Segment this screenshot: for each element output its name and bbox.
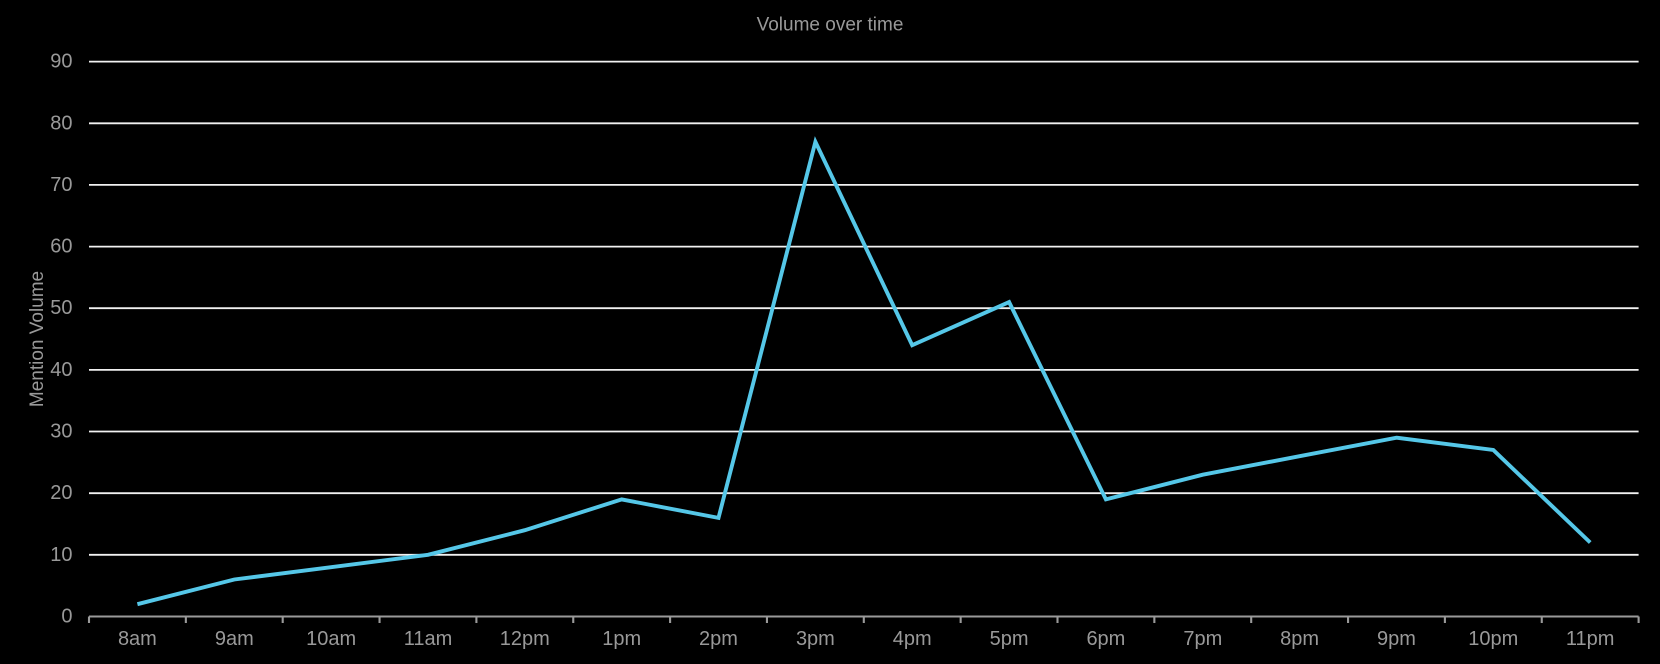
svg-text:10: 10	[50, 544, 72, 566]
svg-text:9am: 9am	[215, 628, 254, 650]
svg-text:90: 90	[50, 51, 72, 73]
svg-text:8am: 8am	[118, 628, 157, 650]
svg-text:12pm: 12pm	[500, 628, 550, 650]
svg-text:11pm: 11pm	[1566, 628, 1615, 650]
svg-text:30: 30	[50, 421, 72, 443]
svg-text:40: 40	[50, 359, 72, 381]
svg-text:9pm: 9pm	[1377, 628, 1416, 650]
svg-text:1pm: 1pm	[602, 628, 641, 650]
svg-text:60: 60	[50, 236, 72, 258]
svg-text:10pm: 10pm	[1468, 628, 1518, 650]
svg-text:4pm: 4pm	[893, 628, 932, 650]
svg-text:80: 80	[50, 112, 72, 134]
svg-text:20: 20	[50, 482, 72, 504]
svg-text:11am: 11am	[404, 628, 453, 650]
svg-text:2pm: 2pm	[699, 628, 738, 650]
svg-text:Mention Volume: Mention Volume	[27, 271, 48, 407]
svg-text:Volume over time: Volume over time	[757, 15, 904, 36]
svg-text:50: 50	[50, 297, 72, 319]
svg-text:10am: 10am	[306, 628, 356, 650]
svg-text:6pm: 6pm	[1086, 628, 1125, 650]
svg-text:0: 0	[61, 606, 72, 628]
svg-text:5pm: 5pm	[990, 628, 1029, 650]
svg-text:8pm: 8pm	[1280, 628, 1319, 650]
svg-text:70: 70	[50, 174, 72, 196]
svg-text:7pm: 7pm	[1183, 628, 1222, 650]
svg-text:3pm: 3pm	[796, 628, 835, 650]
